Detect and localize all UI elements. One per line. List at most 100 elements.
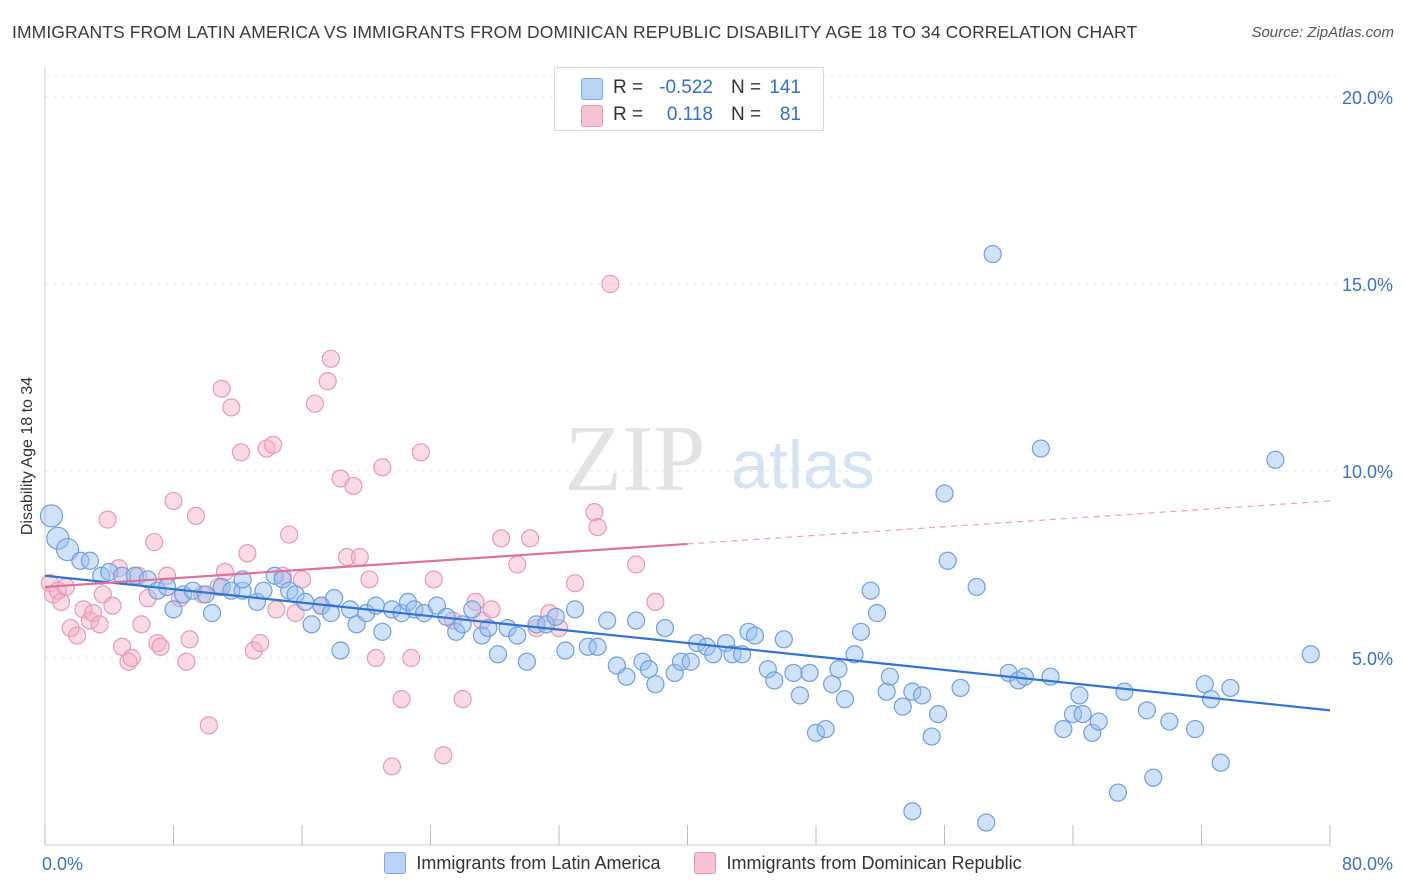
point-dominican-republic bbox=[84, 604, 103, 623]
point-dominican-republic bbox=[222, 398, 241, 417]
point-dominican-republic bbox=[402, 648, 421, 668]
legend-swatch-pink bbox=[694, 852, 717, 874]
source-text: Source: ZipAtlas.com bbox=[1251, 24, 1394, 41]
point-dominican-republic bbox=[565, 574, 585, 593]
legend-swatch-blue bbox=[581, 78, 603, 100]
y-axis-label: Disability Age 18 to 34 bbox=[19, 376, 36, 536]
point-latin-america bbox=[617, 667, 636, 686]
point-dominican-republic bbox=[305, 394, 324, 413]
legend-label: Immigrants from Latin America bbox=[416, 852, 661, 873]
point-latin-america bbox=[938, 551, 957, 570]
point-dominican-republic bbox=[280, 525, 299, 544]
point-dominican-republic bbox=[180, 630, 199, 649]
point-dominican-republic bbox=[251, 633, 270, 653]
point-dominican-republic bbox=[263, 435, 283, 454]
point-dominican-republic bbox=[482, 600, 501, 619]
point-latin-america bbox=[967, 577, 986, 597]
point-latin-america bbox=[1070, 686, 1089, 705]
tick-labels: 5.0% 10.0% 15.0% 20.0% 0.0% 80.0% bbox=[42, 88, 1393, 874]
r-label: R = bbox=[613, 77, 644, 98]
point-latin-america bbox=[331, 641, 350, 660]
point-dominican-republic bbox=[492, 529, 511, 548]
point-latin-america bbox=[893, 697, 912, 716]
point-latin-america bbox=[578, 637, 598, 656]
point-dominican-republic bbox=[199, 716, 218, 735]
x-tick-label: 80.0% bbox=[1342, 854, 1393, 874]
point-latin-america bbox=[983, 244, 1002, 264]
point-dominican-republic bbox=[318, 372, 337, 391]
y-tick-label: 15.0% bbox=[1342, 275, 1393, 295]
chart-legend: Immigrants from Latin America Immigrants… bbox=[0, 852, 1406, 874]
point-dominican-republic bbox=[244, 641, 263, 660]
point-dominican-republic bbox=[177, 652, 196, 671]
n-label: N = bbox=[731, 104, 762, 125]
point-latin-america bbox=[1195, 675, 1214, 694]
n-label: N = bbox=[731, 77, 762, 98]
point-latin-america bbox=[508, 626, 527, 645]
point-latin-america bbox=[928, 704, 948, 724]
point-latin-america bbox=[164, 600, 183, 619]
point-latin-america bbox=[1144, 768, 1163, 787]
point-dominican-republic bbox=[337, 547, 357, 567]
point-latin-america bbox=[639, 660, 659, 679]
point-latin-america bbox=[835, 690, 855, 709]
n-value: 141 bbox=[769, 77, 801, 98]
point-dominican-republic bbox=[231, 443, 251, 462]
point-latin-america bbox=[935, 484, 954, 503]
point-latin-america bbox=[598, 611, 617, 630]
point-latin-america bbox=[55, 537, 80, 562]
point-latin-america bbox=[71, 551, 90, 570]
legend-item-latin-america[interactable]: Immigrants from Latin America bbox=[384, 852, 660, 874]
point-latin-america bbox=[479, 618, 498, 638]
point-dominican-republic bbox=[215, 562, 234, 582]
point-dominican-republic bbox=[585, 503, 604, 522]
point-latin-america bbox=[903, 682, 922, 701]
point-latin-america bbox=[977, 813, 996, 832]
point-dominican-republic bbox=[132, 615, 151, 634]
point-latin-america bbox=[922, 727, 941, 746]
point-latin-america bbox=[633, 652, 652, 671]
point-latin-america bbox=[1083, 723, 1102, 742]
point-latin-america bbox=[565, 600, 585, 619]
point-latin-america bbox=[302, 615, 321, 634]
point-dominican-republic bbox=[212, 379, 231, 398]
n-value: 81 bbox=[779, 104, 801, 125]
point-latin-america bbox=[671, 652, 691, 671]
point-latin-america bbox=[845, 645, 864, 664]
point-dominican-republic bbox=[321, 349, 341, 368]
r-label: R = bbox=[613, 104, 644, 125]
point-latin-america bbox=[1073, 704, 1092, 724]
point-dominican-republic bbox=[392, 690, 411, 709]
point-dominican-republic bbox=[74, 600, 93, 619]
point-latin-america bbox=[39, 504, 64, 528]
trend-line-dominican-republic-extension bbox=[687, 500, 1331, 545]
point-dominican-republic bbox=[424, 570, 443, 589]
point-dominican-republic bbox=[588, 517, 607, 537]
point-latin-america bbox=[1089, 712, 1108, 731]
point-latin-america bbox=[1185, 719, 1205, 739]
point-dominican-republic bbox=[267, 600, 286, 619]
legend-item-dominican-republic[interactable]: Immigrants from Dominican Republic bbox=[694, 852, 1022, 874]
gridlines bbox=[45, 76, 1338, 659]
y-tick-label: 10.0% bbox=[1342, 462, 1393, 482]
point-latin-america bbox=[784, 663, 803, 683]
point-dominican-republic bbox=[434, 746, 453, 765]
point-latin-america bbox=[546, 607, 565, 626]
point-latin-america bbox=[472, 626, 491, 645]
point-latin-america bbox=[325, 589, 344, 608]
point-dominican-republic bbox=[601, 274, 620, 294]
point-latin-america bbox=[202, 604, 222, 623]
point-dominican-republic bbox=[151, 637, 170, 656]
point-dominican-republic bbox=[238, 544, 257, 563]
point-latin-america bbox=[655, 618, 675, 638]
point-latin-america bbox=[745, 626, 765, 645]
point-dominican-republic bbox=[373, 458, 392, 477]
point-latin-america bbox=[816, 719, 835, 739]
point-dominican-republic bbox=[164, 491, 183, 511]
watermark-atlas: atlas bbox=[731, 427, 875, 503]
point-latin-america bbox=[556, 641, 575, 660]
point-dominican-republic bbox=[186, 506, 206, 525]
point-dominican-republic bbox=[382, 757, 402, 776]
point-latin-america bbox=[517, 652, 536, 671]
point-latin-america bbox=[800, 663, 819, 683]
